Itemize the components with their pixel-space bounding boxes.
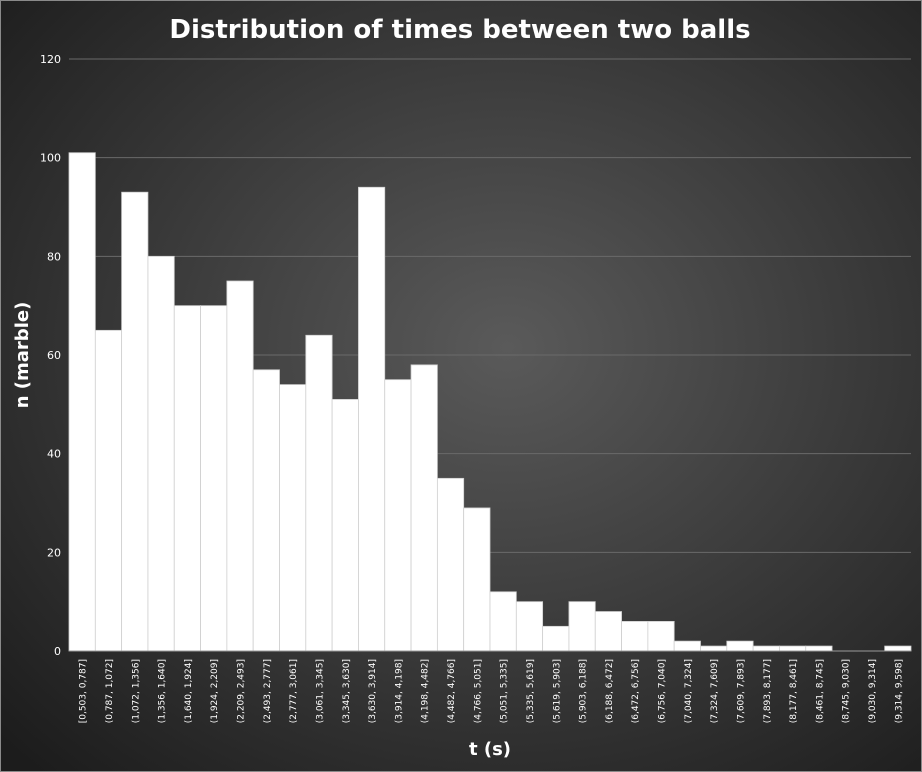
bar xyxy=(594,611,622,652)
bar xyxy=(121,191,149,652)
bar xyxy=(515,601,544,652)
bar xyxy=(700,645,728,652)
bar xyxy=(884,645,912,652)
bar xyxy=(226,280,254,652)
x-tick-label: (6,188, 6,472] xyxy=(605,659,615,723)
bar xyxy=(726,640,754,652)
x-tick-label: (2,209, 2,493] xyxy=(237,659,247,723)
y-tick-label: 100 xyxy=(40,152,61,165)
x-tick-label: (3,061, 3,345] xyxy=(315,659,325,723)
x-tick-label: (1,640, 1,924] xyxy=(184,659,194,723)
x-tick-label: (3,914, 4,198] xyxy=(394,659,404,723)
x-tick-label: (2,777, 3,061] xyxy=(289,659,299,723)
bar xyxy=(305,334,333,652)
bar xyxy=(779,645,807,652)
x-tick-label: (8,177, 8,461] xyxy=(789,659,799,723)
x-tick-label: (3,630, 3,914] xyxy=(368,659,378,723)
y-axis-label: n (marble) xyxy=(12,302,33,409)
x-tick-label: (4,766, 5,051] xyxy=(473,659,483,723)
x-tick-label: (5,335, 5,619] xyxy=(526,659,536,723)
x-tick-label: (5,619, 5,903] xyxy=(552,659,562,723)
x-tick-label: (4,482, 4,766] xyxy=(447,659,457,723)
x-tick-label: (6,472, 6,756] xyxy=(631,659,641,723)
x-axis-ticks: [0,503, 0,787] (0,787, 1,072] (1,072, 1,35… xyxy=(79,659,905,723)
x-tick-label: (1,072, 1,356] xyxy=(131,659,141,723)
x-tick-label: (9,314, 9,598] xyxy=(894,659,904,723)
bar xyxy=(647,621,675,652)
y-tick-label: 40 xyxy=(47,448,61,461)
chart-title: Distribution of times between two balls xyxy=(169,15,750,45)
bar xyxy=(331,398,359,652)
y-tick-label: 60 xyxy=(47,349,61,362)
bar xyxy=(489,591,517,652)
bar xyxy=(463,507,491,652)
x-tick-label: (4,198, 4,482] xyxy=(421,659,431,723)
bar xyxy=(542,625,570,652)
x-tick-label: (1,356, 1,640] xyxy=(158,659,168,723)
x-tick-label: (3,345, 3,630] xyxy=(342,659,352,723)
x-tick-label: (7,040, 7,324] xyxy=(684,659,694,723)
bar xyxy=(358,186,386,652)
x-tick-label: (7,609, 7,893] xyxy=(736,659,746,723)
y-tick-label: 80 xyxy=(47,250,61,263)
x-tick-label: (2,493, 2,777] xyxy=(263,659,273,723)
bar xyxy=(252,369,280,652)
x-tick-label: (7,324, 7,609] xyxy=(710,659,720,723)
y-axis-ticks: 0 20 40 60 80 100 120 xyxy=(40,53,61,658)
bar xyxy=(621,621,649,652)
bar xyxy=(673,640,701,652)
x-tick-label: (0,787, 1,072] xyxy=(105,659,115,723)
bar xyxy=(410,364,438,652)
bar xyxy=(94,329,123,652)
x-tick-label: (7,893, 8,177] xyxy=(763,659,773,723)
bars xyxy=(68,152,912,652)
bar xyxy=(436,477,465,652)
x-tick-label: (1,924, 2,209] xyxy=(210,659,220,723)
bar xyxy=(173,305,201,652)
y-tick-label: 20 xyxy=(47,546,61,559)
bar xyxy=(805,645,833,652)
bar xyxy=(68,152,96,652)
x-tick-label: (5,051, 5,335] xyxy=(500,659,510,723)
y-tick-label: 0 xyxy=(54,645,61,658)
x-tick-label: (8,461, 8,745] xyxy=(815,659,825,723)
x-axis-label: t (s) xyxy=(469,739,511,760)
bar xyxy=(147,255,175,652)
x-tick-label: (9,030, 9,314] xyxy=(868,659,878,723)
y-tick-label: 120 xyxy=(40,53,61,66)
bar xyxy=(752,645,780,652)
bar xyxy=(279,384,307,652)
x-tick-label: [0,503, 0,787] xyxy=(79,659,89,723)
bar xyxy=(200,305,228,652)
x-tick-label: (6,756, 7,040] xyxy=(658,659,668,723)
x-tick-label: (8,745, 9,030] xyxy=(842,659,852,723)
x-tick-label: (5,903, 6,188] xyxy=(579,659,589,723)
bar xyxy=(384,379,412,652)
bar xyxy=(568,601,596,652)
